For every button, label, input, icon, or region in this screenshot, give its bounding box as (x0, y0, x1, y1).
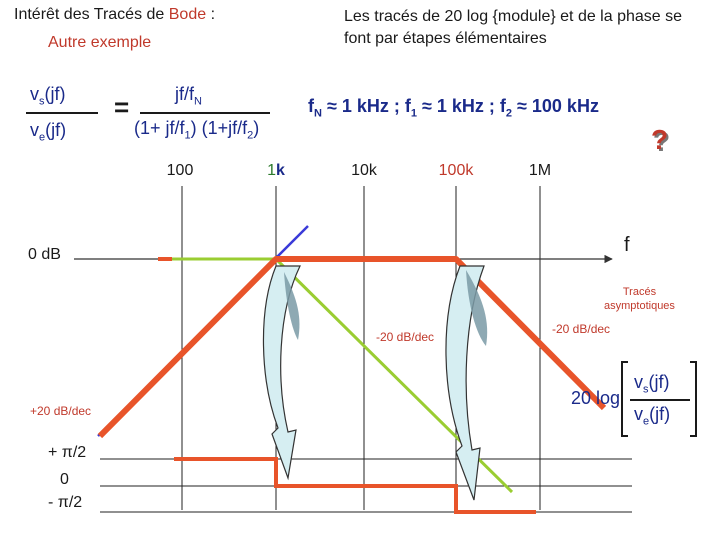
log-prefix: 20 log (571, 388, 621, 408)
log-bracket-left (621, 361, 628, 437)
tick-1M: 1M (528, 162, 552, 179)
transfer-numerator: jf/fN (175, 84, 202, 108)
red-magnitude-asymptote (97, 256, 607, 439)
tick-100: 100 (166, 162, 194, 179)
curved-arrow-1k-shadow (284, 272, 300, 340)
slope-label-minus20-red: -20 dB/dec (552, 322, 611, 336)
decade-gridlines (181, 186, 541, 510)
slide-title: Intérêt des Tracés de Bode : (14, 6, 216, 23)
tick-100k: 100k (438, 162, 474, 179)
zero-db-label: 0 dB (28, 246, 61, 263)
frequency-axis-label: f (624, 234, 630, 256)
fraction-bar (140, 112, 270, 114)
corner-frequencies: fN ≈ 1 kHz ; f1 ≈ 1 kHz ; f2 ≈ 100 kHz (308, 96, 599, 120)
asymptotic-traces-label: Tracés asymptotiques (604, 286, 675, 312)
curved-arrow-100k-shadow (466, 270, 488, 346)
slide-subtitle: Autre exemple (48, 34, 152, 51)
equals-sign: = (114, 92, 130, 122)
question-mark-icon: ? (651, 124, 669, 155)
tick-10k: 10k (351, 162, 377, 179)
transfer-denominator: (1+ jf/f1) (1+jf/f2) (134, 118, 260, 142)
log-numerator: vs(jf) (634, 372, 670, 396)
slope-label-minus20-green: -20 dB/dec (376, 330, 435, 344)
header-note: Les tracés de 20 log {module} et de la p… (344, 8, 683, 47)
red-phase-asymptote (174, 457, 536, 514)
phase-label-zero: 0 (60, 471, 69, 488)
phase-label-minus: - π/2 (48, 494, 83, 511)
log-denominator: ve(jf) (634, 404, 671, 428)
tick-1k: 1k (267, 162, 285, 179)
phase-label-plus: + π/2 (48, 444, 87, 461)
curved-arrow-100k (445, 265, 485, 501)
curved-arrow-1k (262, 265, 301, 481)
slope-label-plus20: +20 dB/dec (30, 404, 92, 418)
fraction-bar (26, 112, 98, 114)
ratio-denominator: ve(jf) (30, 120, 67, 144)
ratio-numerator: vs(jf) (30, 84, 66, 108)
log-bracket-right (690, 361, 697, 437)
